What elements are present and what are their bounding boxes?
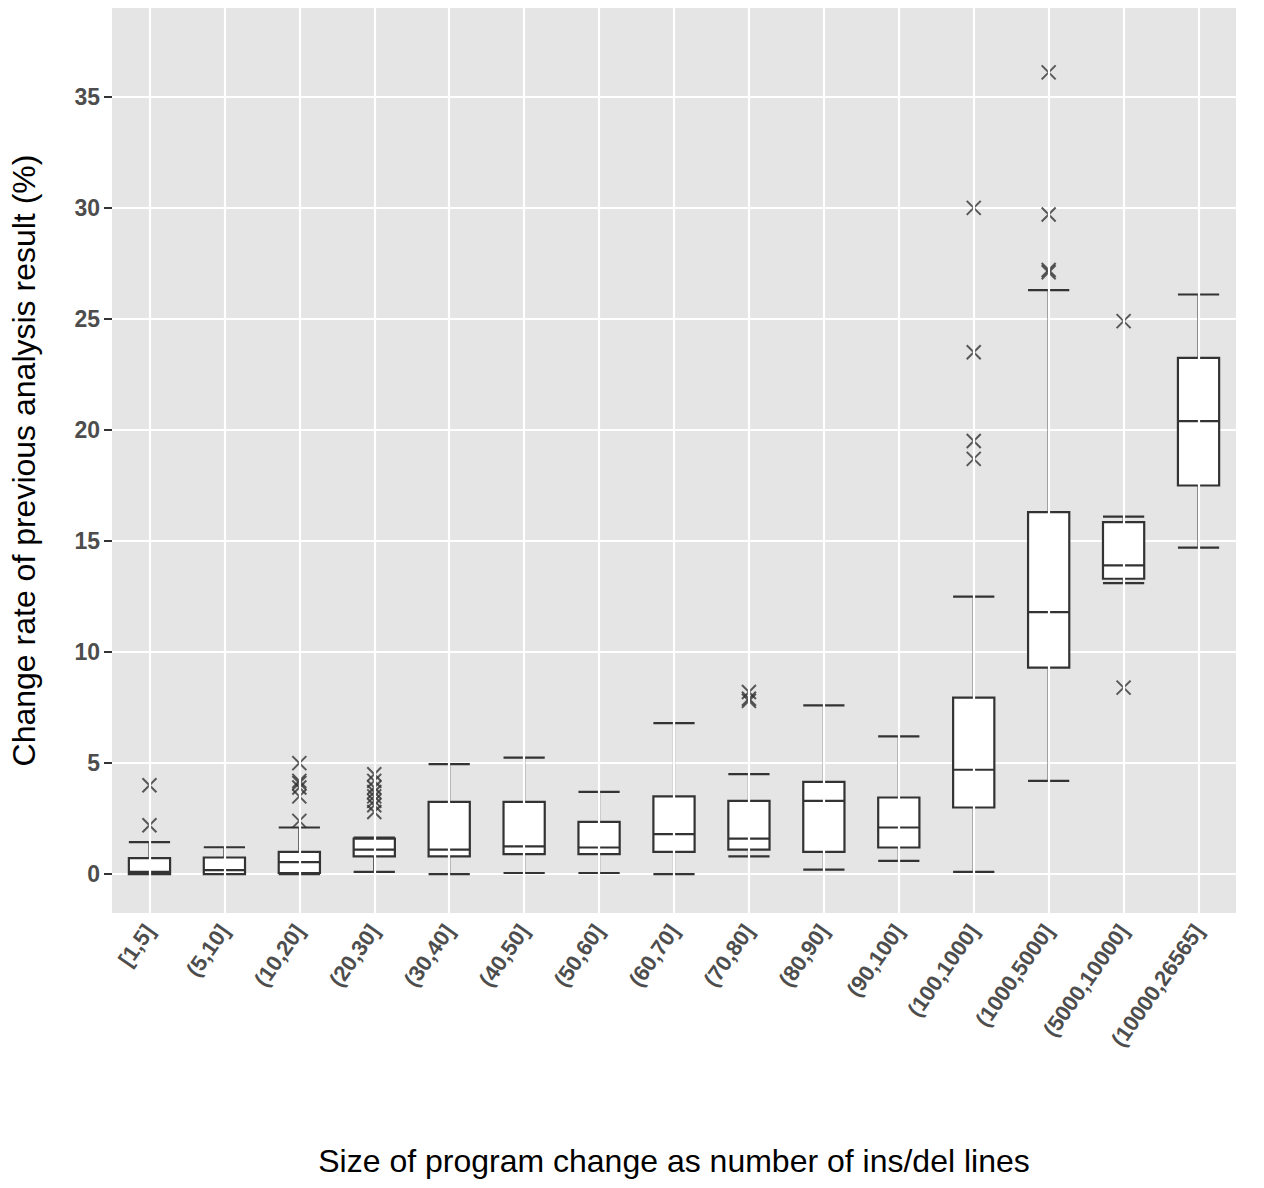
svg-text:15: 15 <box>74 528 100 554</box>
svg-text:Change rate of previous analys: Change rate of previous analysis result … <box>6 155 42 767</box>
svg-text:(10000,26565]: (10000,26565] <box>1106 920 1209 1052</box>
svg-text:[1,5]: [1,5] <box>113 920 159 971</box>
svg-text:(70,80]: (70,80] <box>699 920 759 991</box>
svg-text:20: 20 <box>74 417 100 443</box>
svg-text:(90,100]: (90,100] <box>842 920 910 1001</box>
svg-text:25: 25 <box>74 306 100 332</box>
svg-text:Size of program change as numb: Size of program change as number of ins/… <box>318 1143 1030 1179</box>
svg-text:(10,20]: (10,20] <box>249 920 309 991</box>
svg-text:(50,60]: (50,60] <box>549 920 609 991</box>
svg-text:10: 10 <box>74 639 100 665</box>
svg-text:30: 30 <box>74 195 100 221</box>
svg-text:(30,40]: (30,40] <box>399 920 459 991</box>
svg-text:(1000,5000]: (1000,5000] <box>970 920 1059 1032</box>
svg-text:(5,10]: (5,10] <box>181 920 234 981</box>
svg-text:5: 5 <box>87 750 100 776</box>
svg-text:(100,1000]: (100,1000] <box>902 920 984 1021</box>
svg-text:(20,30]: (20,30] <box>324 920 384 991</box>
svg-text:(60,70]: (60,70] <box>624 920 684 991</box>
svg-text:(40,50]: (40,50] <box>474 920 534 991</box>
svg-text:0: 0 <box>87 861 100 887</box>
svg-text:(80,90]: (80,90] <box>774 920 834 991</box>
svg-text:35: 35 <box>74 84 100 110</box>
svg-text:(5000,10000]: (5000,10000] <box>1038 919 1134 1042</box>
